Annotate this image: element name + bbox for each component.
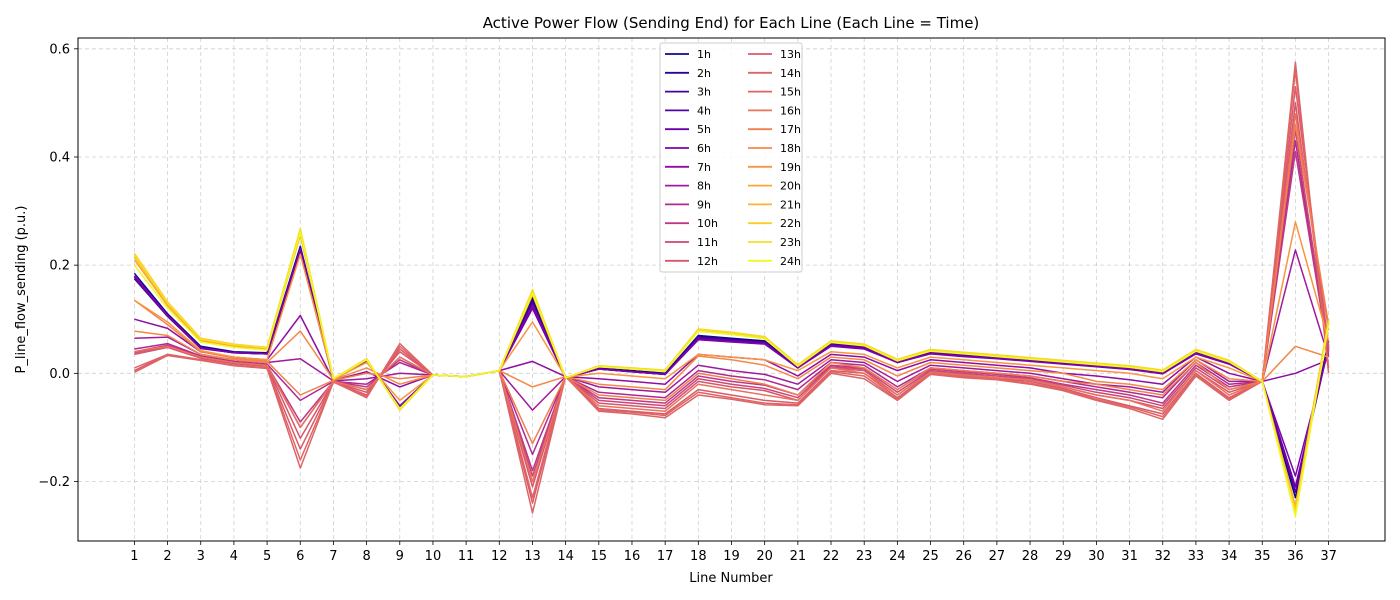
legend-label: 12h	[697, 255, 718, 268]
x-tick-label: 30	[1088, 549, 1105, 564]
legend-label: 19h	[780, 161, 801, 174]
x-tick-label: 16	[624, 549, 641, 564]
legend-label: 17h	[780, 123, 801, 136]
x-tick-label: 24	[889, 549, 906, 564]
x-tick-label: 26	[955, 549, 972, 564]
legend-label: 9h	[697, 198, 711, 211]
legend-label: 11h	[697, 236, 718, 249]
x-tick-label: 12	[491, 549, 508, 564]
x-tick-label: 7	[329, 549, 337, 564]
x-tick-label: 4	[230, 549, 238, 564]
x-tick-label: 27	[989, 549, 1006, 564]
legend-label: 10h	[697, 217, 718, 230]
x-tick-label: 20	[756, 549, 773, 564]
legend-label: 24h	[780, 255, 801, 268]
x-tick-label: 33	[1188, 549, 1205, 564]
legend-label: 3h	[697, 86, 711, 99]
x-tick-label: 13	[524, 549, 541, 564]
legend-label: 6h	[697, 142, 711, 155]
legend-label: 16h	[780, 104, 801, 117]
y-tick-label: −0.2	[38, 475, 70, 490]
legend-label: 8h	[697, 180, 711, 193]
legend-label: 7h	[697, 161, 711, 174]
x-tick-label: 9	[396, 549, 404, 564]
x-tick-label: 29	[1055, 549, 1072, 564]
x-tick-label: 28	[1022, 549, 1039, 564]
legend-label: 15h	[780, 86, 801, 99]
legend-label: 13h	[780, 48, 801, 61]
x-tick-label: 17	[657, 549, 674, 564]
x-tick-label: 10	[425, 549, 442, 564]
y-axis-label: P_line_flow_sending (p.u.)	[14, 206, 29, 374]
x-tick-label: 31	[1121, 549, 1138, 564]
x-tick-label: 23	[856, 549, 873, 564]
y-tick-label: 0.0	[49, 367, 70, 382]
legend-box	[659, 42, 803, 273]
legend-label: 5h	[697, 123, 711, 136]
x-tick-label: 11	[458, 549, 475, 564]
legend: 1h 2h 3h 4h 5h 6h 7h 8h 9h 10h 11h 12h 13h 14h 15h 16h 1…	[659, 42, 803, 273]
series-lines	[133, 61, 1330, 518]
x-tick-label: 32	[1154, 549, 1171, 564]
series-line-16h	[134, 112, 1330, 483]
legend-label: 14h	[780, 67, 801, 80]
x-axis: 1 2 3 4 5 6 7 8 9 10 11 12 13 14 15 16 17 18 19 20 21 22 23 24 2…	[130, 541, 1337, 564]
chart-title: Active Power Flow (Sending End) for Each…	[483, 14, 980, 32]
x-tick-label: 37	[1320, 549, 1337, 564]
legend-label: 18h	[780, 142, 801, 155]
x-tick-label: 15	[591, 549, 608, 564]
y-axis: −0.2 0.0 0.2 0.4 0.6	[38, 42, 78, 490]
series-line-24h	[133, 231, 1330, 518]
legend-label: 4h	[697, 104, 711, 117]
x-tick-label: 3	[197, 549, 205, 564]
legend-label: 21h	[780, 198, 801, 211]
y-tick-label: 0.4	[49, 150, 70, 165]
legend-label: 22h	[780, 217, 801, 230]
x-tick-label: 25	[922, 549, 939, 564]
x-tick-label: 6	[296, 549, 304, 564]
legend-label: 23h	[780, 236, 801, 249]
x-tick-label: 1	[130, 549, 138, 564]
y-tick-label: 0.2	[49, 259, 70, 274]
x-tick-label: 2	[163, 549, 171, 564]
x-tick-label: 36	[1287, 549, 1304, 564]
x-tick-label: 8	[362, 549, 370, 564]
x-tick-label: 14	[557, 549, 574, 564]
y-tick-label: 0.6	[49, 42, 70, 57]
x-tick-label: 19	[723, 549, 740, 564]
x-tick-label: 35	[1254, 549, 1271, 564]
x-tick-label: 21	[790, 549, 807, 564]
x-tick-label: 22	[823, 549, 840, 564]
x-tick-label: 34	[1221, 549, 1238, 564]
x-tick-label: 5	[263, 549, 271, 564]
x-tick-label: 18	[690, 549, 707, 564]
legend-label: 2h	[697, 67, 711, 80]
legend-label: 20h	[780, 180, 801, 193]
legend-label: 1h	[697, 48, 711, 61]
x-axis-label: Line Number	[689, 571, 773, 586]
